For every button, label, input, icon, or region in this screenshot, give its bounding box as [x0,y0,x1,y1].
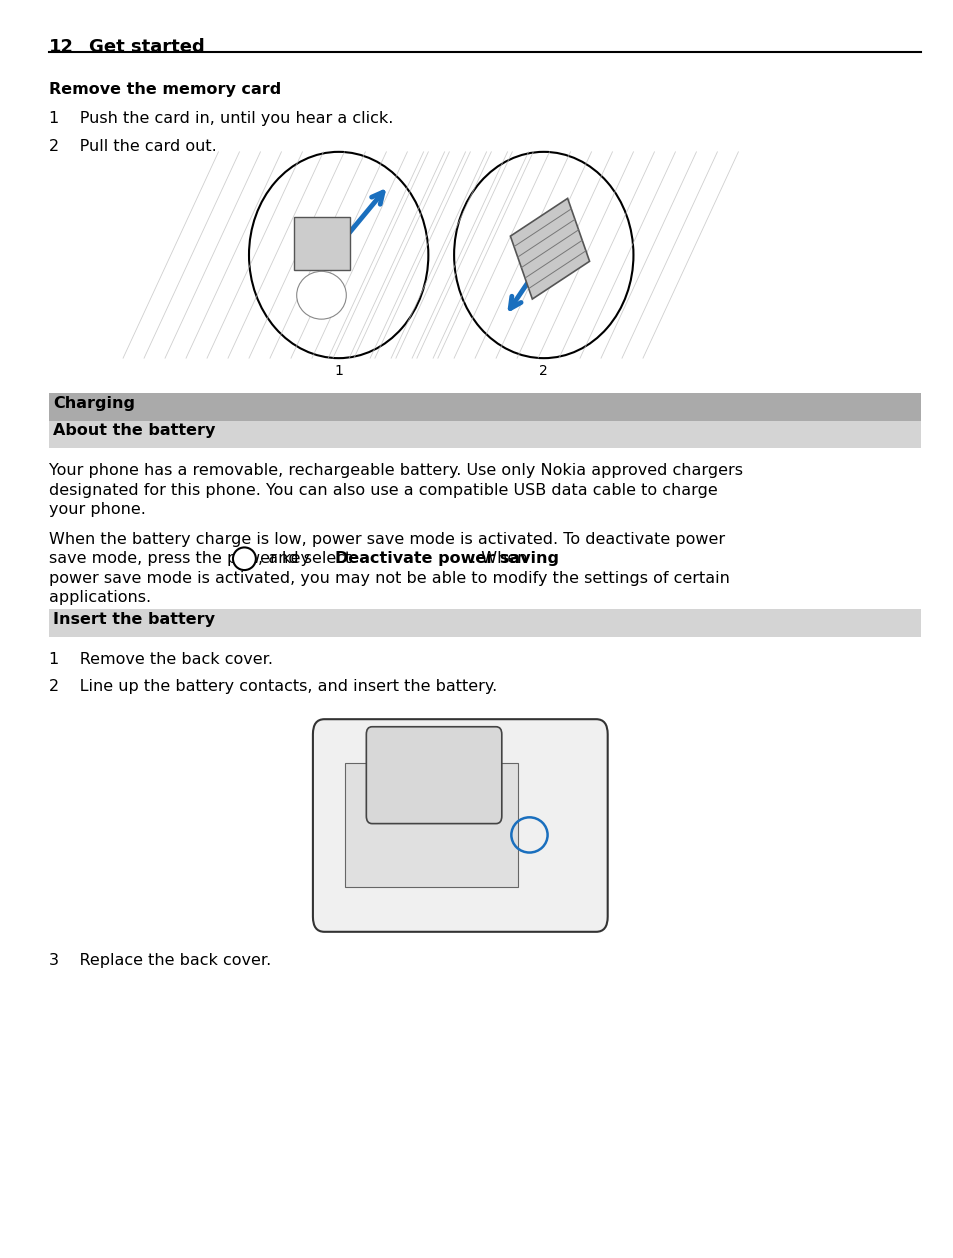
Text: your phone.: your phone. [49,502,146,517]
Ellipse shape [249,152,428,359]
Text: 1    Remove the back cover.: 1 Remove the back cover. [49,652,273,667]
Text: 1    Push the card in, until you hear a click.: 1 Push the card in, until you hear a cli… [49,111,393,126]
Text: 2    Line up the battery contacts, and insert the battery.: 2 Line up the battery contacts, and inse… [49,679,497,694]
Text: When the battery charge is low, power save mode is activated. To deactivate powe: When the battery charge is low, power sa… [49,532,724,547]
Text: power save mode is activated, you may not be able to modify the settings of cert: power save mode is activated, you may no… [49,571,729,586]
Text: 2: 2 [538,365,548,379]
Text: 3    Replace the back cover.: 3 Replace the back cover. [49,954,271,969]
Text: Get started: Get started [89,38,204,57]
Text: Charging: Charging [53,395,135,410]
Text: About the battery: About the battery [53,423,215,438]
Text: designated for this phone. You can also use a compatible USB data cable to charg: designated for this phone. You can also … [49,483,717,498]
Text: Remove the memory card: Remove the memory card [49,82,280,97]
FancyBboxPatch shape [294,218,350,270]
Text: 2    Pull the card out.: 2 Pull the card out. [49,138,216,153]
Text: , and select: , and select [257,551,355,566]
Ellipse shape [296,272,346,320]
Text: Insert the battery: Insert the battery [53,611,215,626]
Text: . When: . When [470,551,527,566]
Text: Deactivate power saving: Deactivate power saving [335,551,558,566]
Text: 1: 1 [334,365,343,379]
Ellipse shape [454,152,633,359]
Polygon shape [510,199,589,299]
Text: save mode, press the power key: save mode, press the power key [49,551,314,566]
Text: Your phone has a removable, rechargeable battery. Use only Nokia approved charge: Your phone has a removable, rechargeable… [49,463,741,478]
Text: applications.: applications. [49,590,151,605]
Text: 12: 12 [49,38,73,57]
Text: i: i [242,554,246,564]
